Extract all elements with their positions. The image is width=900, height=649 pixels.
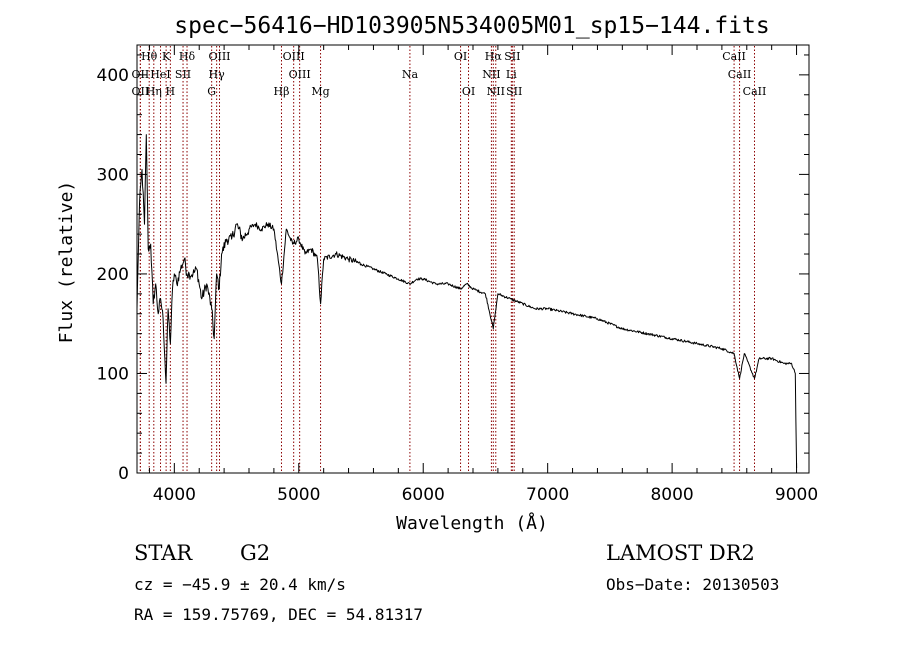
marker-label-0: Hθ bbox=[141, 50, 158, 63]
marker-label-21: G bbox=[207, 85, 216, 98]
marker-label-3: OIII bbox=[208, 50, 230, 63]
x-tick-label: 9000 bbox=[775, 485, 818, 505]
marker-label-11: SII bbox=[175, 68, 191, 81]
spectrum-line bbox=[136, 134, 798, 469]
marker-label-15: NII bbox=[482, 68, 500, 81]
marker-label-20: H bbox=[166, 85, 176, 98]
y-axis-label: Flux (relative) bbox=[56, 181, 77, 344]
marker-label-23: Mg bbox=[311, 85, 329, 98]
y-tick-label: 300 bbox=[97, 165, 129, 185]
y-tick-label: 400 bbox=[97, 66, 129, 86]
marker-label-8: CaII bbox=[722, 50, 746, 63]
marker-label-19: Hη bbox=[146, 85, 162, 98]
x-tick-label: 7000 bbox=[526, 485, 569, 505]
marker-label-1: K bbox=[162, 50, 171, 63]
marker-label-4: OIII bbox=[283, 50, 305, 63]
y-axis-ticks: 0 100 200 300 400 bbox=[97, 54, 809, 484]
object-subclass: G2 bbox=[240, 541, 270, 565]
marker-label-24: OI bbox=[462, 85, 475, 98]
x-tick-label: 4000 bbox=[153, 485, 196, 505]
marker-label-14: Na bbox=[402, 68, 419, 81]
coordinates: RA = 159.75769, DEC = 54.81317 bbox=[134, 605, 423, 624]
x-tick-label: 6000 bbox=[402, 485, 445, 505]
marker-label-17: CaII bbox=[728, 68, 752, 81]
redshift-cz: cz = −45.9 ± 20.4 km/s bbox=[134, 575, 346, 594]
x-tick-label: 8000 bbox=[650, 485, 693, 505]
chart-title: spec−56416−HD103905N534005M01_sp15−144.f… bbox=[174, 13, 769, 39]
marker-label-2: Hδ bbox=[179, 50, 196, 63]
x-tick-label: 5000 bbox=[277, 485, 320, 505]
survey-name: LAMOST DR2 bbox=[606, 541, 755, 565]
x-axis-label: Wavelength (Å) bbox=[396, 512, 548, 534]
marker-label-5: OI bbox=[454, 50, 467, 63]
marker-label-16: Li bbox=[506, 68, 517, 81]
marker-label-7: SII bbox=[504, 50, 520, 63]
obs-date: Obs−Date: 20130503 bbox=[606, 575, 779, 594]
spectrum-layer bbox=[136, 134, 798, 469]
marker-label-18: OII bbox=[132, 85, 150, 98]
marker-label-22: Hβ bbox=[274, 85, 290, 98]
object-class: STAR bbox=[134, 541, 193, 565]
marker-label-13: OIII bbox=[289, 68, 311, 81]
y-tick-label: 0 bbox=[118, 464, 129, 484]
emission-line-markers bbox=[139, 46, 755, 472]
marker-label-10: HeI bbox=[150, 68, 170, 81]
marker-label-27: CaII bbox=[743, 85, 767, 98]
plot-frame bbox=[136, 44, 810, 474]
y-tick-label: 200 bbox=[97, 265, 129, 285]
x-axis-ticks: 4000 5000 6000 7000 8000 9000 bbox=[148, 45, 818, 505]
marker-label-25: NII bbox=[487, 85, 505, 98]
marker-label-6: Hα bbox=[485, 50, 503, 63]
marker-label-26: SII bbox=[506, 85, 522, 98]
marker-label-12: Hγ bbox=[209, 68, 226, 81]
y-tick-label: 100 bbox=[97, 364, 129, 384]
